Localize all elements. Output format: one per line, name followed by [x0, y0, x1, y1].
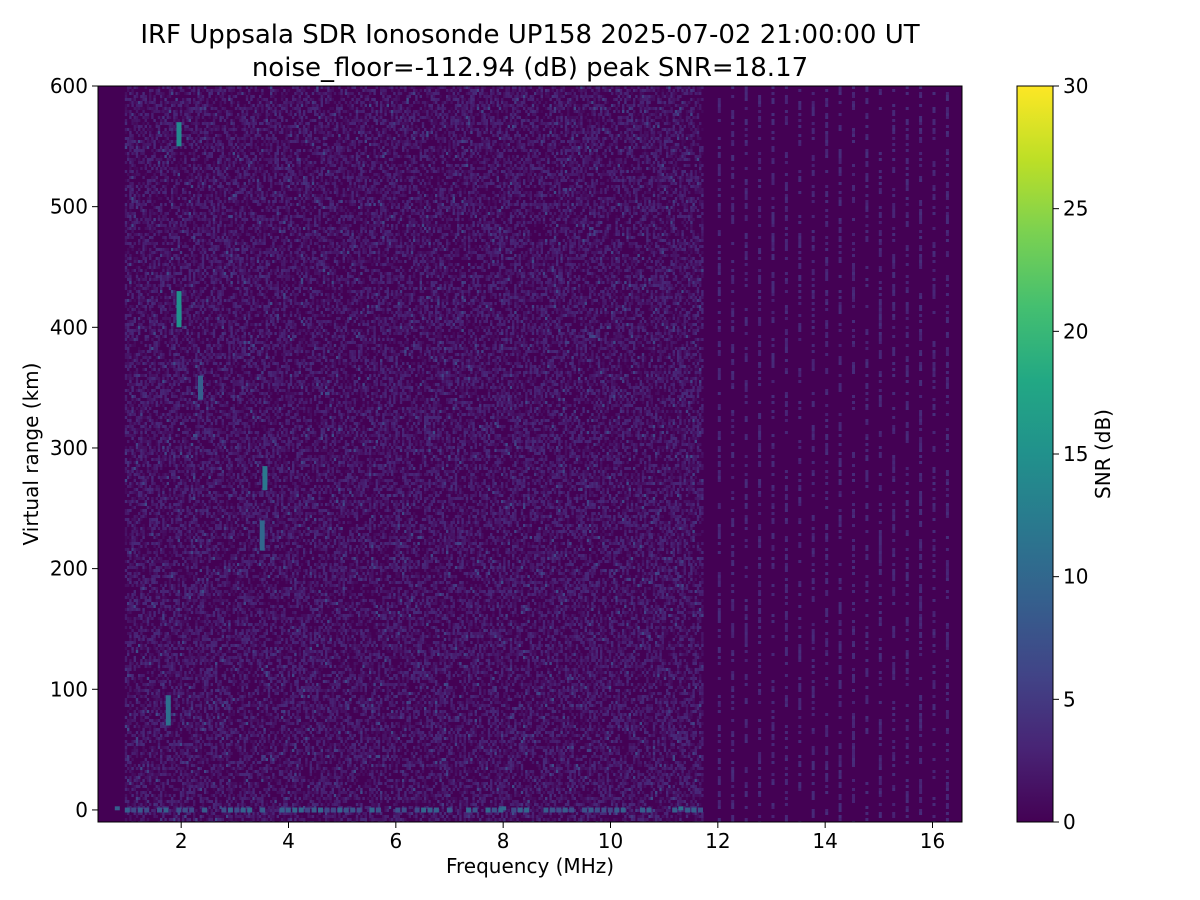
colorbar-tick-label: 25: [1063, 197, 1088, 221]
echo-feature: [262, 466, 267, 490]
y-tick-label: 300: [50, 436, 88, 460]
echo-feature: [678, 806, 683, 810]
x-tick-label: 4: [282, 829, 295, 853]
echo-feature: [166, 695, 171, 725]
y-axis-label: Virtual range (km): [19, 363, 43, 546]
y-tick-label: 200: [50, 557, 88, 581]
x-tick-label: 14: [812, 829, 837, 853]
colorbar: [1017, 86, 1053, 822]
colorbar-ticks: 0 5 10 15 20 25 30: [1053, 74, 1088, 834]
x-axis-label: Frequency (MHz): [446, 854, 614, 878]
echo-feature: [260, 520, 265, 550]
x-tick-label: 10: [598, 829, 623, 853]
colorbar-tick-label: 0: [1063, 810, 1076, 834]
x-tick-label: 12: [705, 829, 730, 853]
echo-feature: [177, 122, 182, 146]
x-tick-label: 6: [389, 829, 402, 853]
colorbar-tick-label: 30: [1063, 74, 1088, 98]
y-tick-label: 500: [50, 195, 88, 219]
colorbar-label: SNR (dB): [1091, 409, 1115, 499]
y-tick-label: 0: [75, 798, 88, 822]
y-tick-label: 100: [50, 677, 88, 701]
colorbar-tick-label: 20: [1063, 319, 1088, 343]
x-axis-ticks: 2 4 6 8 10 12 14 16: [175, 822, 945, 853]
echo-feature: [501, 806, 506, 810]
y-tick-label: 600: [50, 74, 88, 98]
y-tick-label: 400: [50, 315, 88, 339]
echo-feature: [198, 376, 203, 400]
colorbar-tick-label: 10: [1063, 565, 1088, 589]
x-tick-label: 8: [497, 829, 510, 853]
echo-feature: [177, 291, 182, 327]
colorbar-tick-label: 15: [1063, 442, 1088, 466]
echo-feature: [115, 806, 120, 810]
x-tick-label: 16: [920, 829, 945, 853]
colorbar-tick-label: 5: [1063, 687, 1076, 711]
x-tick-label: 2: [175, 829, 188, 853]
y-axis-ticks: 0 100 200 300 400 500 600: [50, 74, 98, 822]
